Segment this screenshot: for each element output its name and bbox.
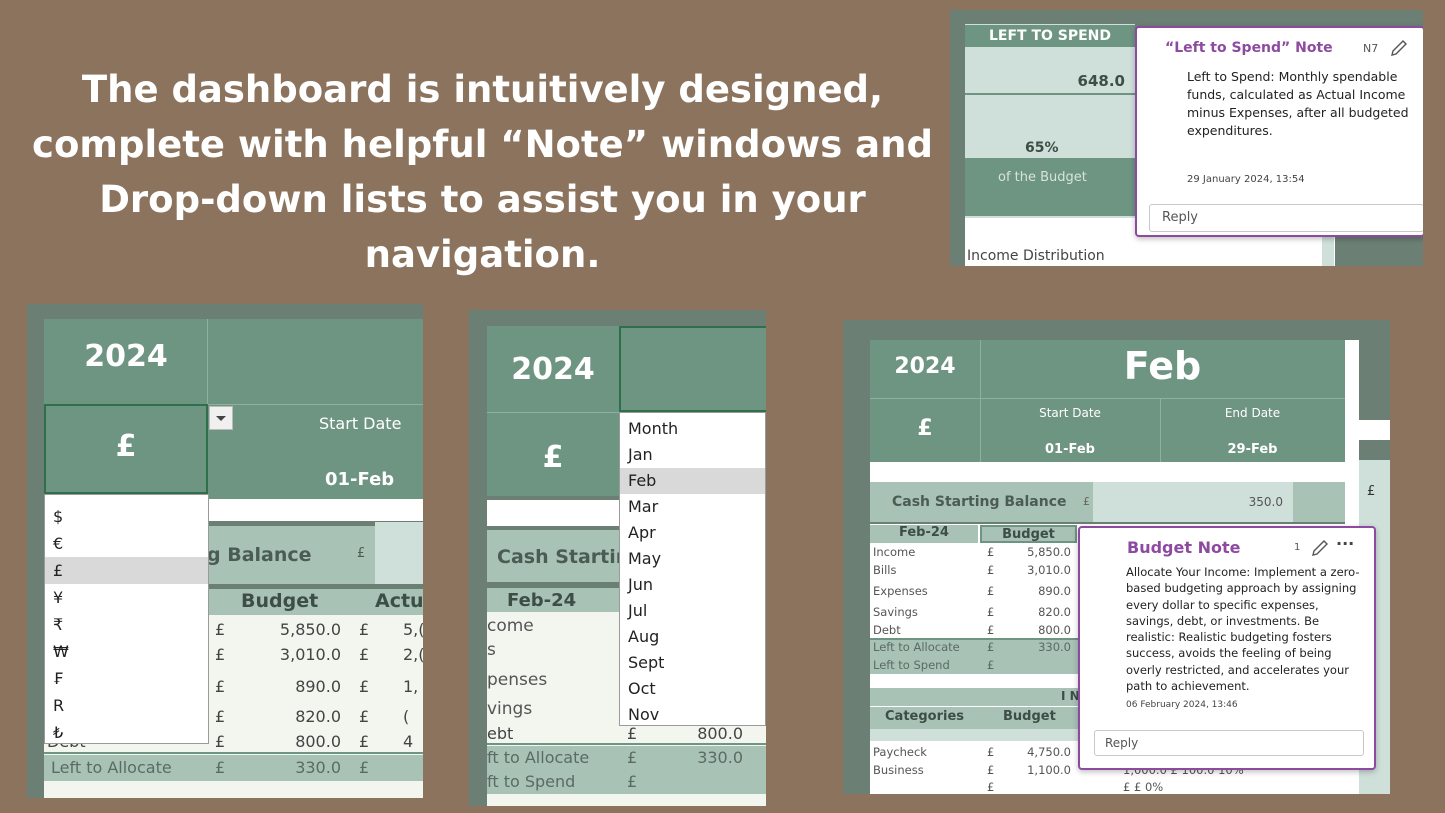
month-option[interactable]: Sept [628,653,665,672]
year-label: 2024 [894,354,956,379]
budget-note-panel: 2024 Feb £ Start Date 01-Feb End Date 29… [843,320,1390,794]
month-header: Feb-24 [870,525,978,543]
note-count: 1 [1294,542,1301,553]
currency-option[interactable]: R [53,696,65,715]
note-cell-ref: N7 [1363,42,1379,55]
row-label: vings [487,699,533,719]
currency-option-selected[interactable]: £ [45,557,208,584]
start-date-value: 01-Feb [325,469,395,490]
balance-label: g Balance [207,544,312,566]
budget-header: Budget [241,590,319,612]
note-title: “Left to Spend” Note [1165,40,1333,56]
table-row: Debt £800.0 [873,623,1071,637]
month-header: Feb-24 [507,590,577,611]
currency-option[interactable]: $ [53,507,64,526]
pencil-icon[interactable] [1389,38,1409,58]
row-label: s [487,640,496,660]
balance-value: 350.0 [1248,495,1283,509]
currency-option[interactable]: € [53,534,64,553]
note-title: Budget Note [1127,538,1241,557]
actual-header: Actu [375,590,423,612]
year-label: 2024 [84,339,168,374]
month-option[interactable]: Aug [628,627,660,646]
month-dropdown-list[interactable]: Month Jan Feb Mar Apr May Jun Jul Aug Se… [619,412,766,726]
summary-cell [965,24,1135,256]
row-label: penses [487,670,548,690]
start-date-label: Start Date [1039,406,1101,420]
month-option[interactable]: Jan [628,445,653,464]
reply-input[interactable]: Reply [1149,204,1423,232]
currency-option[interactable]: ₣ [53,669,64,688]
month-option[interactable]: Jun [628,575,653,594]
pencil-icon[interactable] [1310,538,1330,558]
month-option[interactable]: Month [628,419,679,438]
month-option[interactable]: Jul [628,601,648,620]
headline: The dashboard is intuitively designed, c… [32,68,933,276]
year-label: 2024 [511,352,595,387]
currency-cell[interactable] [44,404,208,494]
budget-header-2: Budget [1003,709,1056,724]
currency-option[interactable]: ₹ [53,615,64,634]
currency-option[interactable]: ₺ [53,723,64,742]
right-currency: £ [1367,484,1376,499]
row-label: come [487,616,534,636]
currency-value: £ [917,416,933,441]
end-date-label: End Date [1224,406,1281,420]
note-body: Allocate Your Income: Implement a zero-b… [1126,565,1360,694]
dropdown-arrow-button[interactable] [209,406,233,430]
reply-input[interactable]: Reply [1094,730,1364,756]
month-option-selected[interactable]: Feb [620,468,765,494]
start-date-label: Start Date [319,414,402,433]
month-option[interactable]: Oct [628,679,656,698]
note-timestamp: 06 February 2024, 13:46 [1126,700,1238,710]
currency-value: £ [542,440,564,475]
categories-header: Categories [885,709,965,724]
note-body: Left to Spend: Monthly spendable funds, … [1187,69,1409,138]
table-row: Expenses £890.0 [873,584,1071,598]
month-option[interactable]: Nov [628,705,660,724]
currency-dropdown-panel: 2024 £ Start Date 01-Feb g Balance £ Bud… [27,304,423,798]
percent-value: 65% [1025,140,1059,156]
end-date-value: 29-Feb [1227,442,1278,457]
table-row: Income £5,850.0 [873,545,1071,559]
left-to-spend-note: “Left to Spend” Note N7 Left to Spend: M… [1135,26,1423,237]
currency-option[interactable]: ₩ [53,642,69,661]
left-to-spend-value: 648.0 [1077,72,1125,90]
table-row: Bills £3,010.0 [873,563,1071,577]
month-title: Feb [1123,344,1202,388]
table-row: Savings £820.0 [873,605,1071,619]
budget-header: Budget [980,525,1077,543]
left-to-spend-panel: LEFT TO SPEND 648.0 65% of the Budget In… [950,10,1423,266]
section-header: I N [1061,689,1080,703]
balance-currency: £ [1083,495,1090,508]
month-option[interactable]: May [628,549,662,568]
currency-value: £ [115,429,137,464]
chevron-down-icon [216,416,226,421]
start-date-value: 01-Feb [1045,442,1095,457]
of-budget-label: of the Budget [998,170,1087,185]
budget-note: Budget Note 1 ··· Allocate Your Income: … [1078,526,1376,770]
left-to-spend-header: LEFT TO SPEND [965,25,1135,47]
table-row: Left to Allocate £330.0 [873,640,1071,654]
note-timestamp: 29 January 2024, 13:54 [1187,174,1305,185]
more-options-icon[interactable]: ··· [1336,534,1355,553]
month-option[interactable]: Apr [628,523,656,542]
month-cell[interactable] [619,326,766,412]
balance-label: Cash Starting Balance [892,494,1067,510]
month-option[interactable]: Mar [628,497,659,516]
category-row: Paycheck £4,750.0 [873,745,1071,759]
currency-dropdown-list[interactable]: $ € £ ¥ ₹ ₩ ₣ R ₺ [44,494,209,744]
currency-option[interactable]: ¥ [53,588,64,607]
income-distribution-label: Income Distribution [967,248,1105,264]
table-row: Left to Spend £ [873,658,995,672]
balance-label: Cash Startin [497,546,630,568]
month-dropdown-panel: 2024 £ Cash Startin Feb-24 come s penses… [469,310,766,806]
